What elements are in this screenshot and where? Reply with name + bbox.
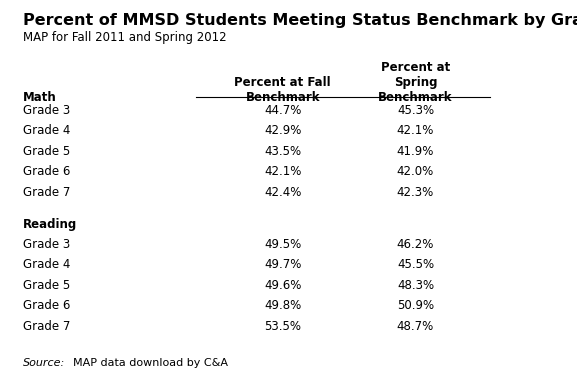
Text: 53.5%: 53.5% [264,320,301,333]
Text: 44.7%: 44.7% [264,104,301,117]
Text: 49.6%: 49.6% [264,279,301,292]
Text: Math: Math [23,91,57,104]
Text: 49.5%: 49.5% [264,238,301,251]
Text: Grade 3: Grade 3 [23,238,70,251]
Text: 48.3%: 48.3% [397,279,434,292]
Text: Grade 5: Grade 5 [23,279,70,292]
Text: 50.9%: 50.9% [397,299,434,312]
Text: 41.9%: 41.9% [397,145,434,158]
Text: 45.5%: 45.5% [397,258,434,271]
Text: Grade 6: Grade 6 [23,299,70,312]
Text: MAP data download by C&A: MAP data download by C&A [66,359,228,368]
Text: 42.1%: 42.1% [397,124,434,137]
Text: Percent of MMSD Students Meeting Status Benchmark by Grade: Percent of MMSD Students Meeting Status … [23,13,577,28]
Text: 48.7%: 48.7% [397,320,434,333]
Text: 42.4%: 42.4% [264,186,301,199]
Text: 45.3%: 45.3% [397,104,434,117]
Text: 49.8%: 49.8% [264,299,301,312]
Text: Grade 5: Grade 5 [23,145,70,158]
Text: Grade 6: Grade 6 [23,165,70,178]
Text: 42.1%: 42.1% [264,165,301,178]
Text: 49.7%: 49.7% [264,258,301,271]
Text: Benchmark: Benchmark [245,91,320,104]
Text: Grade 7: Grade 7 [23,186,70,199]
Text: Spring: Spring [394,76,437,89]
Text: Grade 4: Grade 4 [23,258,70,271]
Text: MAP for Fall 2011 and Spring 2012: MAP for Fall 2011 and Spring 2012 [23,31,227,44]
Text: 43.5%: 43.5% [264,145,301,158]
Text: Reading: Reading [23,218,77,230]
Text: Percent at Fall: Percent at Fall [234,76,331,89]
Text: Grade 3: Grade 3 [23,104,70,117]
Text: Source:: Source: [23,359,65,368]
Text: 42.0%: 42.0% [397,165,434,178]
Text: 46.2%: 46.2% [397,238,434,251]
Text: Grade 7: Grade 7 [23,320,70,333]
Text: Percent at: Percent at [381,61,450,74]
Text: Benchmark: Benchmark [378,91,453,104]
Text: Grade 4: Grade 4 [23,124,70,137]
Text: 42.3%: 42.3% [397,186,434,199]
Text: 42.9%: 42.9% [264,124,301,137]
